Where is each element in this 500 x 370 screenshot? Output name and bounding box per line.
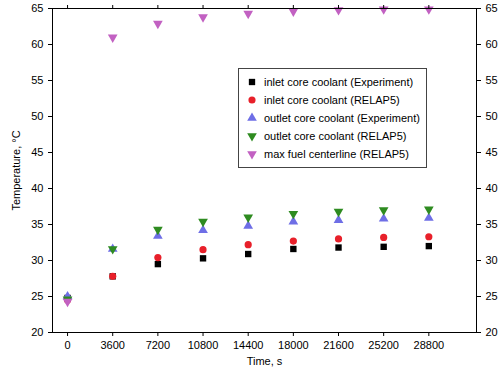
svg-text:55: 55 bbox=[31, 74, 43, 86]
html-text:inlet core coolant (Experiment: inlet core coolant (Experiment) bbox=[264, 76, 414, 88]
svg-text:18000: 18000 bbox=[278, 339, 309, 351]
svg-text:45: 45 bbox=[31, 146, 43, 158]
svg-text:20: 20 bbox=[486, 326, 498, 338]
svg-text:21600: 21600 bbox=[323, 339, 354, 351]
html-text:inlet core coolant (RELAP5): inlet core coolant (RELAP5) bbox=[264, 94, 400, 106]
svg-text:45: 45 bbox=[486, 146, 498, 158]
svg-text:65: 65 bbox=[31, 2, 43, 14]
html-text:outlet core coolant (Experimen: outlet core coolant (Experiment) bbox=[264, 112, 420, 124]
svg-text:3600: 3600 bbox=[100, 339, 124, 351]
svg-text:25200: 25200 bbox=[368, 339, 399, 351]
svg-text:Time, s: Time, s bbox=[247, 355, 283, 367]
svg-text:14400: 14400 bbox=[233, 339, 264, 351]
svg-text:50: 50 bbox=[31, 110, 43, 122]
svg-text:40: 40 bbox=[486, 182, 498, 194]
svg-text:10800: 10800 bbox=[188, 339, 219, 351]
svg-text:30: 30 bbox=[486, 254, 498, 266]
svg-text:30: 30 bbox=[31, 254, 43, 266]
svg-text:35: 35 bbox=[486, 218, 498, 230]
svg-text:28800: 28800 bbox=[414, 339, 445, 351]
svg-text:25: 25 bbox=[486, 290, 498, 302]
svg-text:0: 0 bbox=[64, 339, 70, 351]
svg-text:60: 60 bbox=[31, 38, 43, 50]
svg-text:35: 35 bbox=[31, 218, 43, 230]
svg-text:7200: 7200 bbox=[146, 339, 170, 351]
svg-text:40: 40 bbox=[31, 182, 43, 194]
svg-text:65: 65 bbox=[486, 2, 498, 14]
svg-text:50: 50 bbox=[486, 110, 498, 122]
svg-text:60: 60 bbox=[486, 38, 498, 50]
svg-text:Temperature, °C: Temperature, °C bbox=[10, 130, 22, 210]
svg-text:25: 25 bbox=[31, 290, 43, 302]
svg-text:20: 20 bbox=[31, 326, 43, 338]
html-text:max fuel centerline (RELAP5): max fuel centerline (RELAP5) bbox=[264, 148, 409, 160]
svg-text:55: 55 bbox=[486, 74, 498, 86]
html-text:outlet core coolant (RELAP5): outlet core coolant (RELAP5) bbox=[264, 130, 407, 142]
